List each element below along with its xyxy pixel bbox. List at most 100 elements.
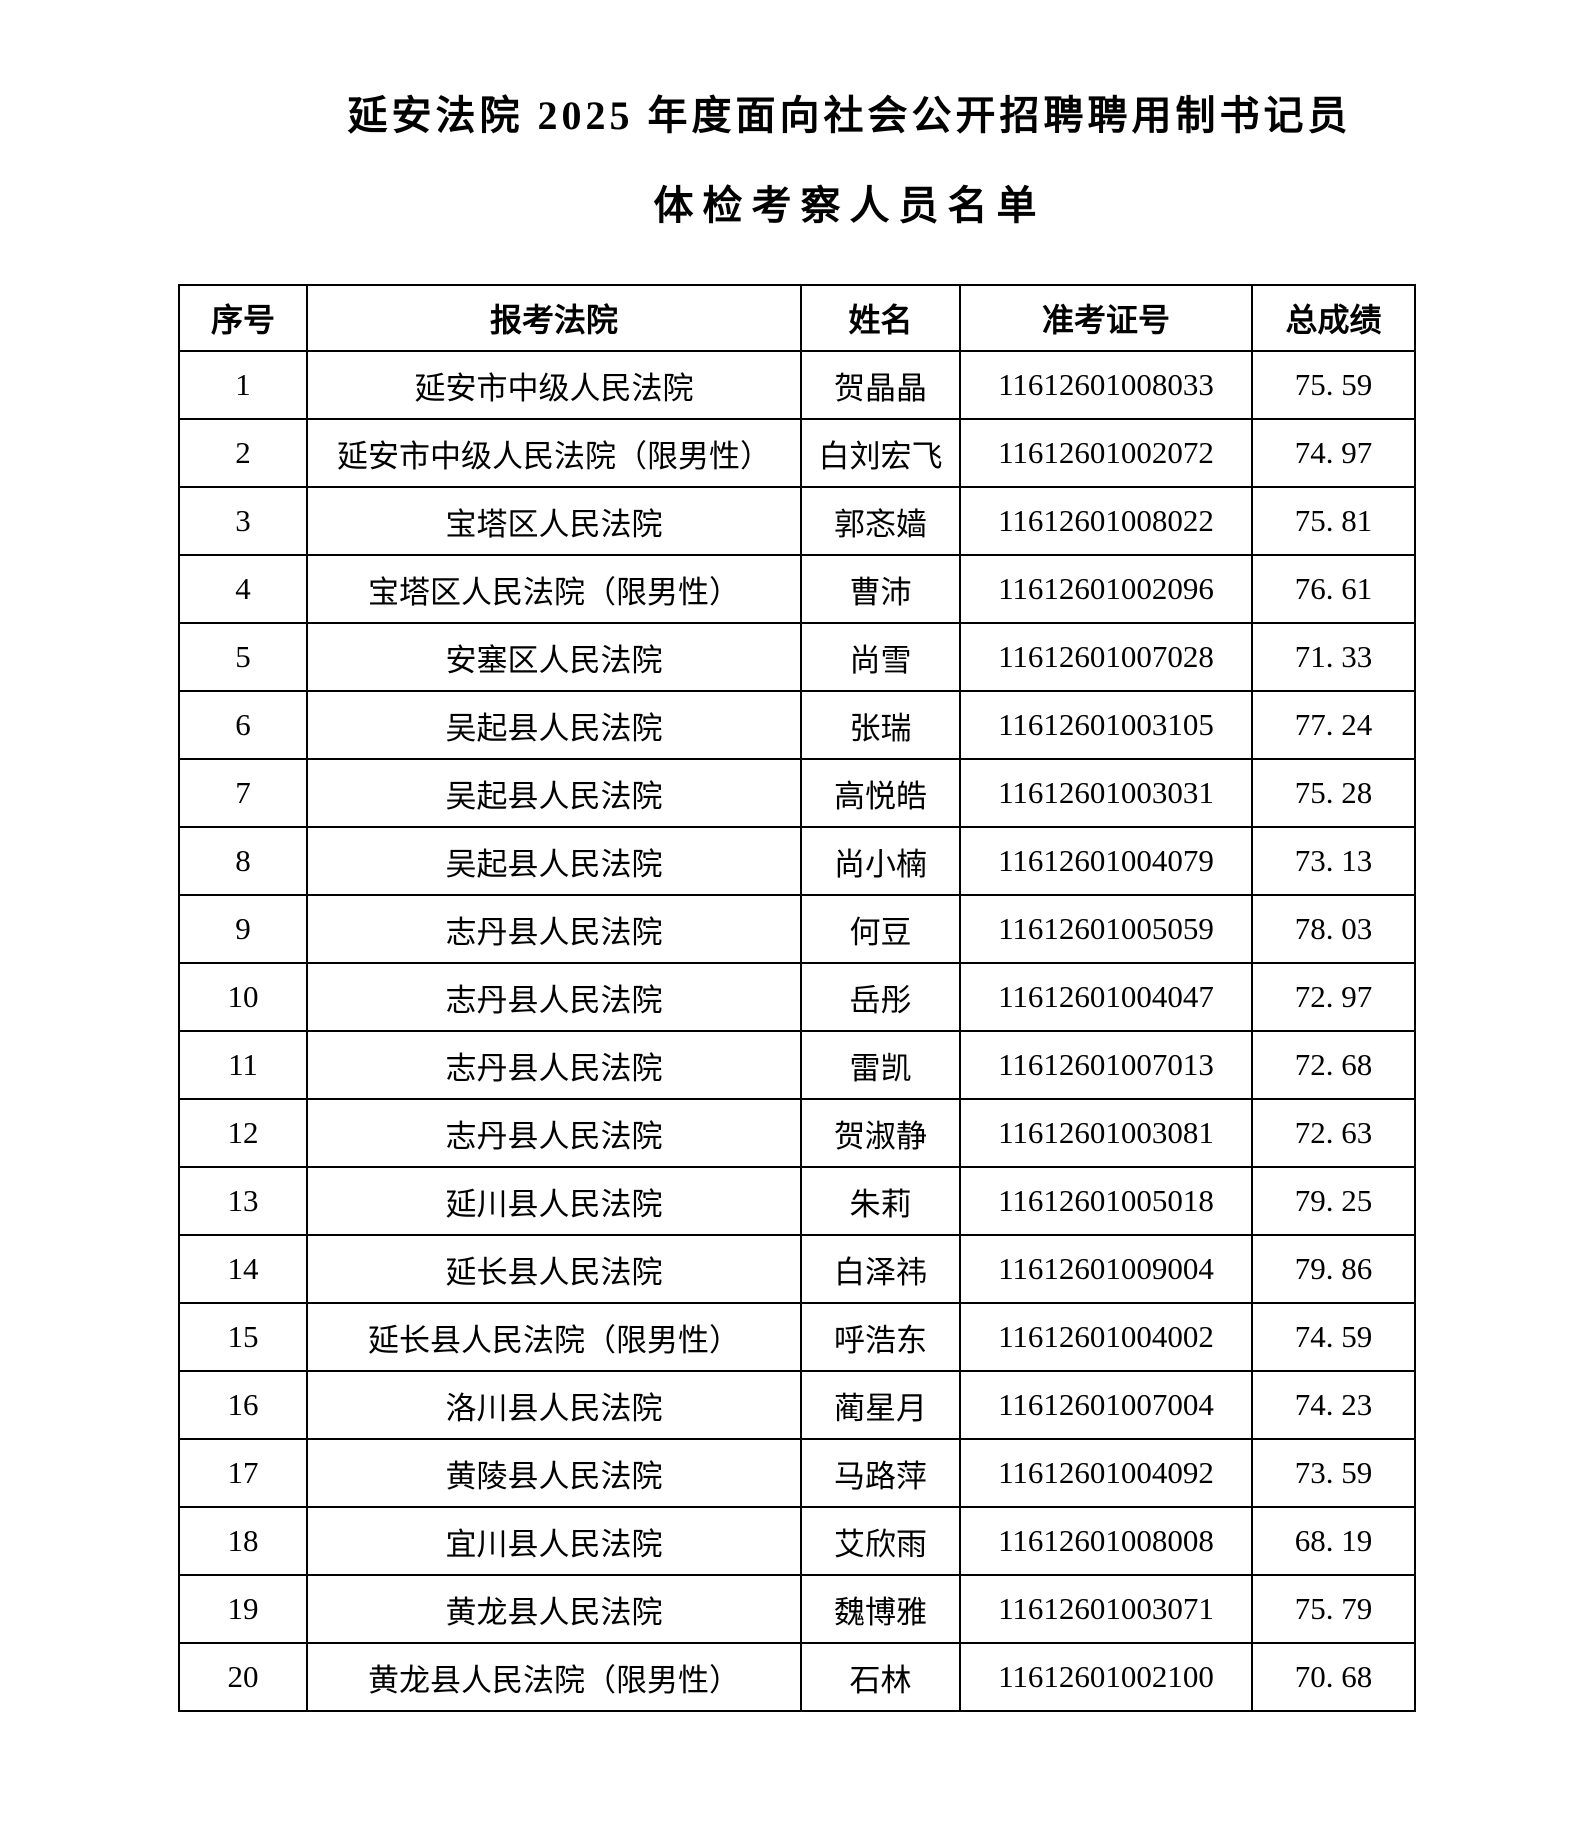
- cell-candidate-name: 尚雪: [800, 622, 961, 692]
- table-row: 1 延安市中级人民法院 贺晶晶 11612601008033 75. 59: [178, 350, 1416, 420]
- cell-candidate-name: 曹沛: [800, 554, 961, 624]
- cell-total-score: 75. 59: [1251, 350, 1416, 420]
- cell-candidate-name: 张瑞: [800, 690, 961, 760]
- table-row: 19 黄龙县人民法院 魏博雅 11612601003071 75. 79: [178, 1574, 1416, 1644]
- table-body: 1 延安市中级人民法院 贺晶晶 11612601008033 75. 59 2 延安市中级人…: [178, 350, 1416, 1712]
- cell-serial-number: 2: [178, 418, 308, 488]
- cell-candidate-name: 白泽祎: [800, 1234, 961, 1304]
- cell-serial-number: 20: [178, 1642, 308, 1712]
- cell-serial-number: 3: [178, 486, 308, 556]
- cell-serial-number: 10: [178, 962, 308, 1032]
- cell-ticket-number: 11612601007028: [959, 622, 1253, 692]
- cell-total-score: 74. 97: [1251, 418, 1416, 488]
- cell-ticket-number: 11612601005059: [959, 894, 1253, 964]
- document-title-block: 延安法院 2025 年度面向社会公开招聘聘用制书记员 体检考察人员名单: [0, 0, 1587, 230]
- cell-total-score: 68. 19: [1251, 1506, 1416, 1576]
- cell-candidate-name: 岳彤: [800, 962, 961, 1032]
- cell-ticket-number: 11612601008008: [959, 1506, 1253, 1576]
- cell-court-applied: 志丹县人民法院: [306, 1098, 802, 1168]
- cell-court-applied: 延安市中级人民法院（限男性）: [306, 418, 802, 488]
- cell-court-applied: 黄龙县人民法院（限男性）: [306, 1642, 802, 1712]
- table-header-row: 序号 报考法院 姓名 准考证号 总成绩: [178, 284, 1416, 352]
- cell-serial-number: 4: [178, 554, 308, 624]
- cell-ticket-number: 11612601003081: [959, 1098, 1253, 1168]
- cell-court-applied: 延长县人民法院: [306, 1234, 802, 1304]
- medical-exam-roster-table: 序号 报考法院 姓名 准考证号 总成绩 1 延安市中级人民法院 贺晶晶 1161260…: [178, 284, 1416, 1712]
- cell-candidate-name: 魏博雅: [800, 1574, 961, 1644]
- cell-ticket-number: 11612601004092: [959, 1438, 1253, 1508]
- cell-serial-number: 9: [178, 894, 308, 964]
- cell-serial-number: 16: [178, 1370, 308, 1440]
- table-row: 12 志丹县人民法院 贺淑静 11612601003081 72. 63: [178, 1098, 1416, 1168]
- table-row: 2 延安市中级人民法院（限男性） 白刘宏飞 11612601002072 74. 97: [178, 418, 1416, 488]
- cell-candidate-name: 呼浩东: [800, 1302, 961, 1372]
- table-row: 9 志丹县人民法院 何豆 11612601005059 78. 03: [178, 894, 1416, 964]
- cell-total-score: 72. 97: [1251, 962, 1416, 1032]
- cell-total-score: 70. 68: [1251, 1642, 1416, 1712]
- table-row: 11 志丹县人民法院 雷凯 11612601007013 72. 68: [178, 1030, 1416, 1100]
- cell-court-applied: 宜川县人民法院: [306, 1506, 802, 1576]
- header-serial-number: 序号: [178, 284, 308, 352]
- cell-total-score: 71. 33: [1251, 622, 1416, 692]
- cell-court-applied: 志丹县人民法院: [306, 894, 802, 964]
- cell-ticket-number: 11612601007004: [959, 1370, 1253, 1440]
- cell-candidate-name: 郭忞嫱: [800, 486, 961, 556]
- cell-total-score: 75. 79: [1251, 1574, 1416, 1644]
- cell-court-applied: 黄陵县人民法院: [306, 1438, 802, 1508]
- cell-court-applied: 安塞区人民法院: [306, 622, 802, 692]
- cell-serial-number: 17: [178, 1438, 308, 1508]
- cell-total-score: 74. 23: [1251, 1370, 1416, 1440]
- cell-ticket-number: 11612601002072: [959, 418, 1253, 488]
- cell-ticket-number: 11612601009004: [959, 1234, 1253, 1304]
- cell-total-score: 72. 63: [1251, 1098, 1416, 1168]
- table-row: 16 洛川县人民法院 蔺星月 11612601007004 74. 23: [178, 1370, 1416, 1440]
- table-row: 13 延川县人民法院 朱莉 11612601005018 79. 25: [178, 1166, 1416, 1236]
- cell-serial-number: 8: [178, 826, 308, 896]
- title-line-1: 延安法院 2025 年度面向社会公开招聘聘用制书记员: [347, 93, 1352, 138]
- header-candidate-name: 姓名: [800, 284, 961, 352]
- cell-ticket-number: 11612601008022: [959, 486, 1253, 556]
- cell-candidate-name: 蔺星月: [800, 1370, 961, 1440]
- cell-candidate-name: 贺淑静: [800, 1098, 961, 1168]
- cell-serial-number: 11: [178, 1030, 308, 1100]
- cell-serial-number: 14: [178, 1234, 308, 1304]
- cell-total-score: 79. 86: [1251, 1234, 1416, 1304]
- cell-candidate-name: 何豆: [800, 894, 961, 964]
- cell-candidate-name: 尚小楠: [800, 826, 961, 896]
- cell-total-score: 73. 59: [1251, 1438, 1416, 1508]
- title-line-2: 体检考察人员名单: [653, 183, 1046, 228]
- table-row: 7 吴起县人民法院 高悦皓 11612601003031 75. 28: [178, 758, 1416, 828]
- cell-candidate-name: 高悦皓: [800, 758, 961, 828]
- cell-court-applied: 宝塔区人民法院（限男性）: [306, 554, 802, 624]
- cell-serial-number: 19: [178, 1574, 308, 1644]
- table-row: 18 宜川县人民法院 艾欣雨 11612601008008 68. 19: [178, 1506, 1416, 1576]
- cell-candidate-name: 石林: [800, 1642, 961, 1712]
- cell-court-applied: 延长县人民法院（限男性）: [306, 1302, 802, 1372]
- cell-court-applied: 延安市中级人民法院: [306, 350, 802, 420]
- table-row: 15 延长县人民法院（限男性） 呼浩东 11612601004002 74. 59: [178, 1302, 1416, 1372]
- cell-court-applied: 洛川县人民法院: [306, 1370, 802, 1440]
- table-row: 17 黄陵县人民法院 马路萍 11612601004092 73. 59: [178, 1438, 1416, 1508]
- cell-serial-number: 15: [178, 1302, 308, 1372]
- cell-total-score: 75. 81: [1251, 486, 1416, 556]
- cell-ticket-number: 11612601008033: [959, 350, 1253, 420]
- cell-ticket-number: 11612601004002: [959, 1302, 1253, 1372]
- cell-candidate-name: 白刘宏飞: [800, 418, 961, 488]
- cell-ticket-number: 11612601007013: [959, 1030, 1253, 1100]
- cell-total-score: 78. 03: [1251, 894, 1416, 964]
- table-row: 3 宝塔区人民法院 郭忞嫱 11612601008022 75. 81: [178, 486, 1416, 556]
- cell-candidate-name: 艾欣雨: [800, 1506, 961, 1576]
- cell-total-score: 77. 24: [1251, 690, 1416, 760]
- table-row: 10 志丹县人民法院 岳彤 11612601004047 72. 97: [178, 962, 1416, 1032]
- cell-total-score: 79. 25: [1251, 1166, 1416, 1236]
- cell-serial-number: 5: [178, 622, 308, 692]
- table-row: 4 宝塔区人民法院（限男性） 曹沛 11612601002096 76. 61: [178, 554, 1416, 624]
- cell-ticket-number: 11612601004047: [959, 962, 1253, 1032]
- cell-court-applied: 吴起县人民法院: [306, 690, 802, 760]
- header-court-applied: 报考法院: [306, 284, 802, 352]
- cell-candidate-name: 贺晶晶: [800, 350, 961, 420]
- cell-serial-number: 12: [178, 1098, 308, 1168]
- cell-serial-number: 18: [178, 1506, 308, 1576]
- cell-total-score: 73. 13: [1251, 826, 1416, 896]
